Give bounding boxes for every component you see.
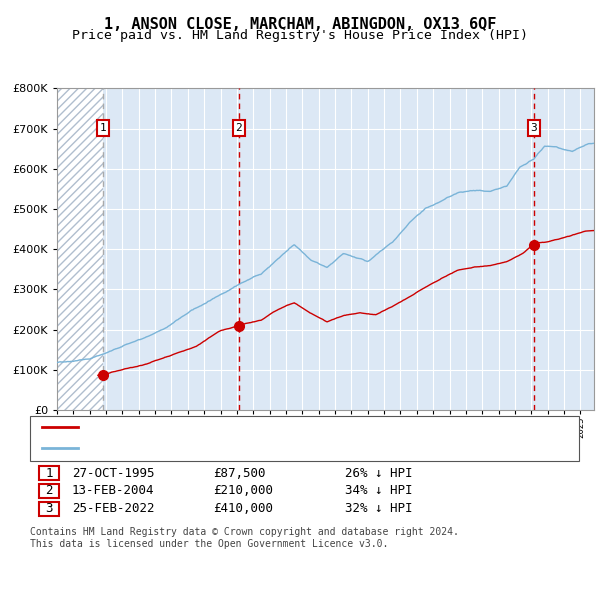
Text: 2: 2: [236, 123, 242, 133]
Text: £210,000: £210,000: [213, 484, 273, 497]
Text: 13-FEB-2004: 13-FEB-2004: [72, 484, 155, 497]
Text: 2: 2: [45, 484, 53, 497]
Text: Contains HM Land Registry data © Crown copyright and database right 2024.
This d: Contains HM Land Registry data © Crown c…: [30, 527, 459, 549]
Text: 27-OCT-1995: 27-OCT-1995: [72, 467, 155, 480]
Text: £410,000: £410,000: [213, 502, 273, 515]
Text: Price paid vs. HM Land Registry's House Price Index (HPI): Price paid vs. HM Land Registry's House …: [72, 30, 528, 42]
Text: 3: 3: [530, 123, 537, 133]
Text: 1, ANSON CLOSE, MARCHAM, ABINGDON, OX13 6QF (detached house): 1, ANSON CLOSE, MARCHAM, ABINGDON, OX13 …: [81, 422, 486, 431]
Text: HPI: Average price, detached house, Vale of White Horse: HPI: Average price, detached house, Vale…: [81, 444, 452, 453]
Text: £87,500: £87,500: [213, 467, 265, 480]
Text: 26% ↓ HPI: 26% ↓ HPI: [345, 467, 413, 480]
Text: 1: 1: [100, 123, 107, 133]
Text: 34% ↓ HPI: 34% ↓ HPI: [345, 484, 413, 497]
Text: 1, ANSON CLOSE, MARCHAM, ABINGDON, OX13 6QF: 1, ANSON CLOSE, MARCHAM, ABINGDON, OX13 …: [104, 17, 496, 31]
Text: 25-FEB-2022: 25-FEB-2022: [72, 502, 155, 515]
Text: 3: 3: [45, 502, 53, 515]
Text: 1: 1: [45, 467, 53, 480]
Text: 32% ↓ HPI: 32% ↓ HPI: [345, 502, 413, 515]
